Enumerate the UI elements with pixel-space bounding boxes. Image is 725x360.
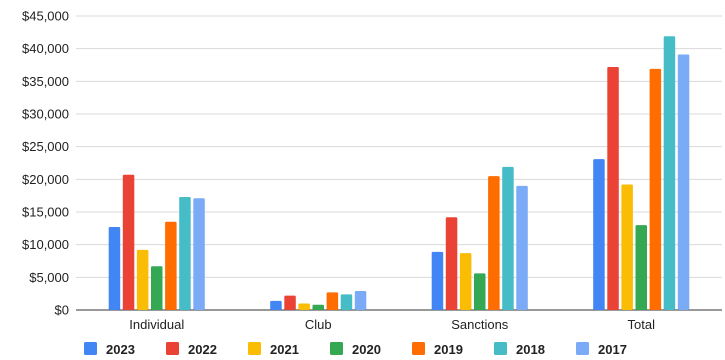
bar-individual-2022 [122, 174, 135, 310]
bar-individual-2023 [108, 227, 121, 310]
y-tick-label: $35,000 [22, 74, 69, 89]
legend-label-2021: 2021 [270, 342, 299, 357]
bar-total-2019 [649, 68, 662, 310]
legend-label-2017: 2017 [598, 342, 627, 357]
bars [108, 36, 690, 311]
bar-club-2022 [284, 295, 296, 310]
y-tick-label: $40,000 [22, 41, 69, 56]
y-tick-label: $15,000 [22, 205, 69, 220]
x-category-label: Sanctions [451, 317, 509, 332]
bar-club-2019 [326, 292, 339, 310]
bar-sanctions-2022 [445, 217, 458, 310]
y-tick-label: $30,000 [22, 107, 69, 122]
y-tick-label: $10,000 [22, 237, 69, 252]
bar-club-2023 [270, 300, 282, 310]
bar-total-2022 [607, 66, 619, 311]
legend-label-2023: 2023 [106, 342, 135, 357]
bar-total-2023 [593, 159, 605, 310]
bar-club-2020 [312, 304, 324, 310]
y-tick-label: $45,000 [22, 9, 69, 24]
bar-total-2020 [635, 225, 647, 310]
legend-swatch-2022 [166, 342, 179, 355]
legend-swatch-2023 [84, 342, 97, 355]
bar-sanctions-2018 [502, 166, 514, 310]
bar-club-2017 [354, 291, 367, 310]
bar-individual-2021 [136, 249, 149, 310]
legend: 2023 2022 2021 2020 2019 2018 2017 [84, 342, 627, 357]
legend-swatch-2021 [248, 342, 261, 355]
y-axis: $0 $5,000 $10,000 $15,000 $20,000 $25,000 $30,… [22, 9, 69, 318]
legend-swatch-2020 [330, 342, 343, 355]
bar-club-2021 [298, 303, 310, 310]
y-tick-label: $25,000 [22, 139, 69, 154]
legend-swatch-2019 [412, 342, 425, 355]
x-category-label: Individual [129, 317, 184, 332]
x-axis: Individual Club Sanctions Total [129, 317, 655, 332]
bar-sanctions-2021 [459, 253, 472, 310]
bar-total-2018 [663, 36, 676, 311]
y-tick-label: $20,000 [22, 172, 69, 187]
bar-individual-2017 [193, 198, 205, 310]
bar-sanctions-2017 [516, 185, 528, 310]
bar-club-2018 [340, 294, 353, 310]
bar-sanctions-2023 [431, 251, 444, 310]
x-category-label: Club [305, 317, 332, 332]
legend-label-2018: 2018 [516, 342, 545, 357]
bar-individual-2020 [151, 266, 163, 310]
y-tick-label: $5,000 [29, 270, 69, 285]
legend-label-2022: 2022 [188, 342, 217, 357]
legend-label-2019: 2019 [434, 342, 463, 357]
y-tick-label: $0 [55, 303, 69, 318]
legend-label-2020: 2020 [352, 342, 381, 357]
bar-individual-2019 [165, 221, 177, 310]
legend-swatch-2017 [576, 342, 589, 355]
legend-swatch-2018 [494, 342, 507, 355]
bar-sanctions-2019 [488, 176, 500, 310]
bar-individual-2018 [179, 196, 191, 310]
bar-total-2017 [677, 54, 690, 311]
bar-sanctions-2020 [474, 273, 486, 310]
x-category-label: Total [628, 317, 656, 332]
bar-total-2021 [621, 184, 633, 310]
